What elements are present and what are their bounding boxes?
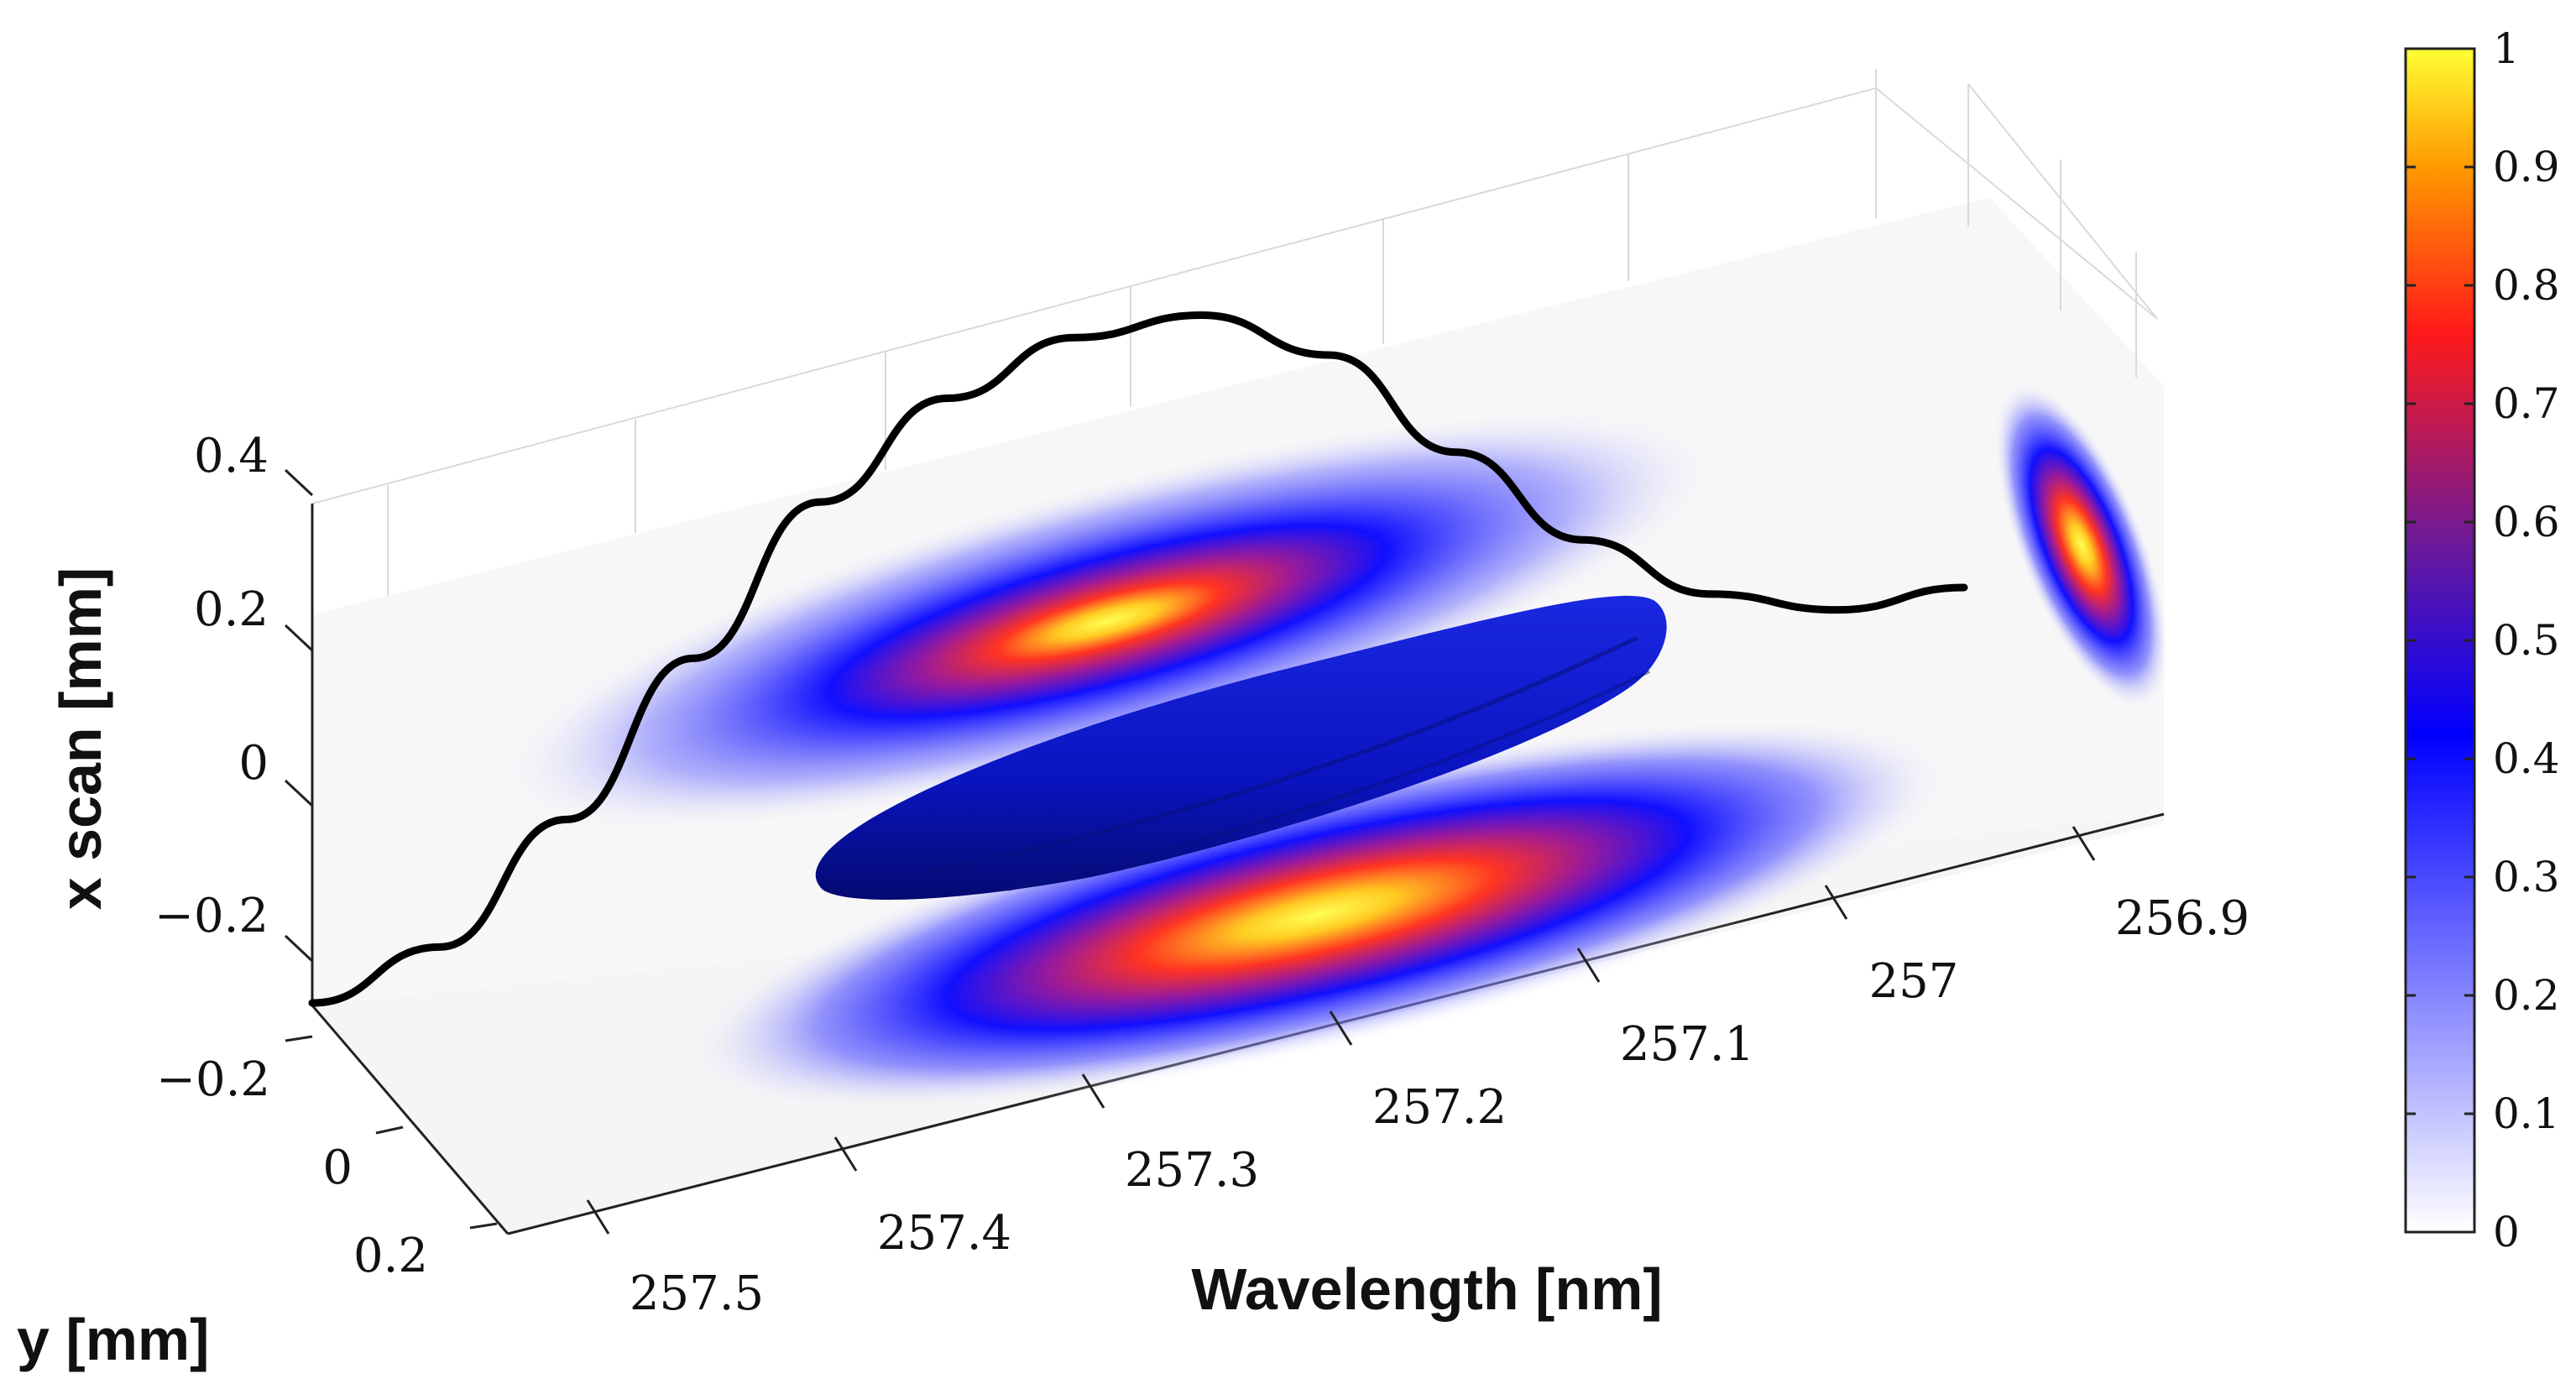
colorbar-tick-label: 1 — [2493, 24, 2520, 73]
intensity-isosurface — [815, 595, 1667, 900]
z-tick-label: 0.4 — [194, 429, 269, 483]
x-tick-label: 257 — [1869, 954, 1959, 1009]
y-tick-labels: −0.2 0 0.2 — [156, 1052, 428, 1283]
colorbar: 0 0.1 0.2 0.3 0.4 0.5 0.6 0.7 0.8 0.9 1 — [2404, 24, 2560, 1256]
x-axis-title: Wavelength [nm] — [1191, 1256, 1662, 1322]
colorbar-tick-label: 0.5 — [2493, 616, 2560, 665]
x-tick-label: 256.9 — [2115, 891, 2249, 946]
colorbar-tick-label: 0.3 — [2493, 853, 2560, 901]
wavelength-y-projection — [679, 718, 1957, 1112]
z-tick-label: −0.2 — [154, 889, 269, 943]
y-tick-label: 0 — [322, 1141, 353, 1195]
z-tick-labels: 0.4 0.2 0 −0.2 — [154, 429, 269, 943]
x-tick-labels: 257.5 257.4 257.3 257.2 257.1 257 256.9 — [630, 891, 2249, 1321]
colorbar-tick-label: 0.8 — [2493, 261, 2560, 310]
colorbar-tick-label: 0.9 — [2493, 143, 2560, 191]
z-tick-label: 0 — [238, 736, 269, 791]
colorbar-tick-label: 0.2 — [2493, 971, 2560, 1020]
heatmap-projections — [490, 380, 2170, 1112]
colorbar-tick-label: 0 — [2493, 1208, 2520, 1256]
x-tick-label: 257.2 — [1372, 1080, 1507, 1135]
y-tick-label: 0.2 — [353, 1229, 428, 1283]
colorbar-tick-label: 0.4 — [2493, 734, 2560, 783]
colorbar-ticks: 0 0.1 0.2 0.3 0.4 0.5 0.6 0.7 0.8 0.9 1 — [2406, 24, 2560, 1256]
tick-marks — [284, 468, 2096, 1235]
colorbar-tick-label: 0.6 — [2493, 498, 2560, 546]
wavelength-x-projection — [490, 408, 1726, 834]
back-grid — [311, 69, 2158, 596]
y-x-projection — [1993, 380, 2170, 711]
integrated-spectrum-line — [308, 311, 1968, 1007]
x-tick-label: 257.1 — [1620, 1017, 1754, 1072]
x-tick-label: 257.3 — [1125, 1143, 1259, 1198]
z-axis-title: x scan [mm] — [48, 567, 113, 910]
z-tick-label: 0.2 — [194, 582, 269, 637]
x-tick-label: 257.5 — [630, 1266, 764, 1321]
y-tick-label: −0.2 — [156, 1052, 270, 1107]
colorbar-tick-label: 0.7 — [2493, 379, 2560, 428]
y-axis-title: y [mm] — [17, 1307, 209, 1372]
x-tick-label: 257.4 — [877, 1206, 1011, 1261]
colorbar-gradient — [2404, 47, 2476, 1234]
colorbar-tick-label: 0.1 — [2493, 1089, 2560, 1138]
